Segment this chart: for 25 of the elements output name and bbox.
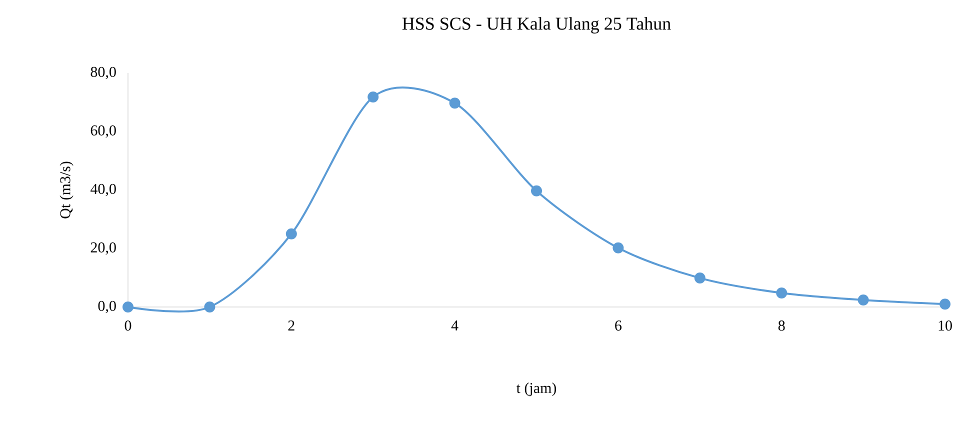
y-tick-label: 40,0 (90, 184, 116, 196)
x-tick-label: 2 (288, 320, 294, 330)
x-tick-label: 4 (451, 320, 458, 330)
point (858, 294, 869, 306)
point (286, 228, 297, 240)
y-tick-label: 0,0 (98, 300, 116, 314)
y-tick-label: 20,0 (90, 242, 116, 255)
x-axis-title: t (jam) (516, 382, 556, 396)
point (368, 91, 379, 102)
point (940, 298, 951, 310)
y-axis-title: Qt (m3/s) (60, 162, 74, 218)
point (612, 242, 624, 254)
y-tick-label: 60,0 (90, 125, 116, 138)
x-tick-label: 8 (778, 320, 785, 331)
chart-title: HSS SCS - UH Kala Ulang 25 Tahun (402, 17, 671, 34)
x-tick-label: 0 (124, 320, 132, 331)
point (694, 272, 706, 284)
point (122, 302, 134, 312)
x-tick-label: 6 (615, 320, 622, 331)
point (204, 302, 216, 312)
x-tick-label: 10 (938, 320, 952, 331)
point (449, 98, 460, 109)
point (531, 185, 542, 196)
point (776, 287, 788, 298)
y-tick-label: 80,0 (90, 66, 116, 80)
